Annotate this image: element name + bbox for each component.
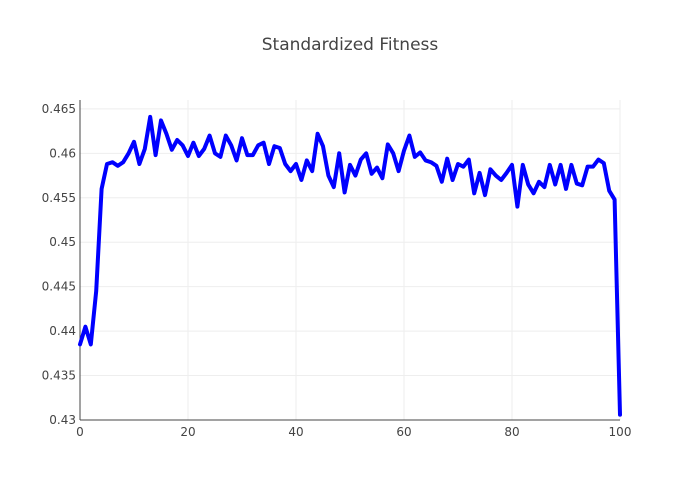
- tick-labels: 0.43 0.435 0.44 0.445 0.45 0.455 0.46 0.465 0 20 4…: [42, 102, 632, 439]
- y-tick-label: 0.46: [49, 146, 76, 160]
- x-tick-label: 60: [396, 425, 411, 439]
- y-tick-label: 0.445: [42, 280, 76, 294]
- chart-title: Standardized Fitness: [262, 35, 439, 55]
- y-tick-label: 0.435: [42, 369, 76, 383]
- y-tick-label: 0.43: [49, 413, 76, 427]
- x-tick-label: 40: [288, 425, 303, 439]
- y-tick-label: 0.45: [49, 235, 76, 249]
- x-tick-label: 20: [180, 425, 195, 439]
- y-tick-label: 0.455: [42, 191, 76, 205]
- x-tick-label: 100: [609, 425, 632, 439]
- axes: [79, 100, 620, 421]
- series-layer: [78, 114, 622, 417]
- series-line: [78, 114, 622, 417]
- grid: [80, 100, 621, 420]
- x-tick-label: 0: [76, 425, 84, 439]
- x-tick-label: 80: [504, 425, 519, 439]
- y-tick-label: 0.465: [42, 102, 76, 116]
- y-tick-label: 0.44: [49, 324, 76, 338]
